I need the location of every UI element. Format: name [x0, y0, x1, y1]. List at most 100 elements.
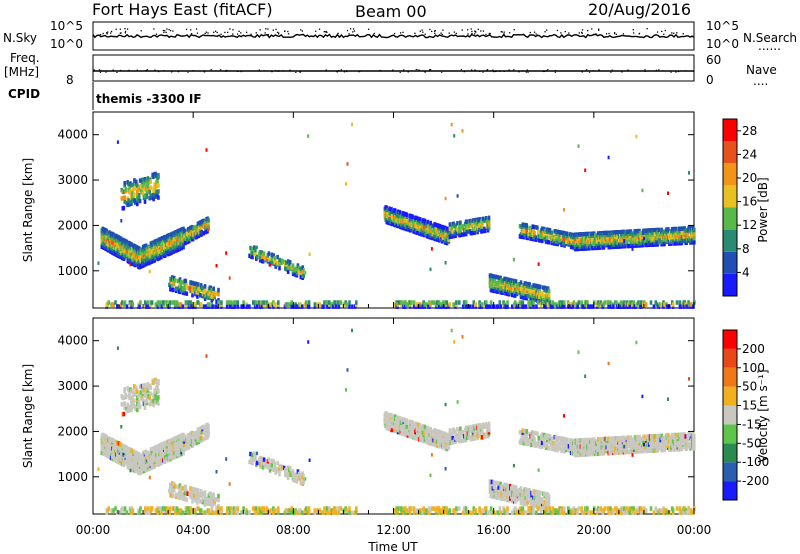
power-cell	[205, 148, 208, 152]
noise-search-dot	[593, 33, 595, 36]
power-cell	[129, 262, 132, 267]
power-cell	[266, 302, 269, 307]
velocity-cell	[396, 415, 400, 420]
nave-dot	[429, 69, 431, 71]
velocity-cell	[260, 456, 264, 462]
nave-dot	[554, 71, 557, 73]
noise-search-dot	[102, 32, 104, 35]
power-cell	[525, 223, 529, 228]
power-cell	[461, 304, 465, 309]
power-cell	[278, 257, 281, 263]
nave-dot	[340, 69, 342, 71]
power-cell	[138, 198, 142, 204]
power-cell	[261, 259, 265, 264]
velocity-cell	[141, 383, 145, 388]
power-cell	[246, 304, 249, 309]
velocity-cell	[297, 471, 301, 477]
power-cell	[398, 210, 402, 215]
velocity-cell	[293, 478, 297, 483]
noise-search-dot	[535, 33, 537, 35]
nave-dot	[598, 69, 600, 71]
power-cell	[640, 300, 643, 305]
velocity-cell	[133, 384, 136, 389]
noise-search-dot	[581, 32, 583, 34]
noise-search-dot	[204, 32, 206, 35]
nave-dot	[611, 69, 613, 71]
colorbar-tick-label: 24	[742, 147, 757, 161]
power-cell	[328, 300, 331, 305]
power-cell	[116, 304, 119, 309]
power-cell	[522, 304, 526, 309]
velocity-cell	[418, 423, 422, 428]
power-cell	[660, 227, 663, 233]
power-cell	[528, 288, 531, 293]
power-cell	[176, 302, 180, 307]
velocity-cell	[122, 411, 126, 417]
noise-search-dot	[240, 32, 242, 34]
velocity-cell	[196, 500, 199, 505]
power-cell	[131, 197, 134, 202]
velocity-cell	[136, 389, 139, 394]
noise-search-dot	[140, 30, 142, 32]
velocity-cell	[236, 506, 240, 511]
velocity-cell	[200, 435, 204, 441]
velocity-cell	[138, 510, 141, 515]
power-cell	[448, 222, 452, 227]
power-cell	[572, 300, 576, 305]
power-cell	[628, 304, 632, 309]
power-cell	[548, 228, 552, 233]
power-cell	[169, 300, 172, 305]
power-cell	[122, 205, 126, 211]
power-cell	[474, 302, 477, 307]
noise-search-dot	[352, 28, 355, 30]
power-cell	[130, 199, 133, 204]
power-cell	[313, 302, 317, 307]
power-cell	[133, 178, 136, 183]
nave-dot	[441, 71, 443, 73]
power-cell	[482, 216, 485, 222]
power-cell	[551, 300, 555, 305]
power-cell	[196, 294, 199, 299]
nave-dot	[343, 71, 346, 73]
noise-search-dot	[166, 28, 168, 30]
velocity-cell	[348, 506, 351, 511]
velocity-cell	[203, 494, 207, 499]
power-cell	[599, 243, 603, 248]
noise-search-dot	[503, 31, 505, 33]
nave-dot	[644, 69, 646, 71]
power-cell	[120, 219, 123, 223]
power-cell	[671, 302, 675, 307]
nave-dot	[237, 70, 239, 72]
velocity-cell	[232, 506, 236, 511]
nave-dot	[100, 70, 102, 72]
power-cell	[255, 304, 259, 309]
power-cell	[254, 251, 257, 257]
power-cell	[505, 277, 508, 282]
power-cell	[157, 183, 160, 188]
velocity-cell	[133, 398, 136, 403]
power-cell	[454, 223, 457, 228]
power-cell	[440, 230, 444, 236]
power-cell	[435, 226, 438, 232]
power-cell	[122, 189, 126, 194]
power-cell	[632, 300, 635, 305]
noise-search-dot	[196, 32, 199, 34]
velocity-cell	[291, 469, 295, 474]
noise-search-dot	[605, 33, 608, 35]
power-cell	[251, 246, 254, 252]
velocity-cell	[274, 466, 277, 471]
power-cell	[524, 304, 528, 309]
noise-search-dot	[544, 31, 546, 33]
noise-search-dot	[214, 30, 217, 32]
noise-search-dot	[315, 30, 317, 32]
noise-search-dot	[673, 32, 675, 34]
nave-dot	[546, 70, 548, 72]
power-data-cells	[97, 122, 696, 309]
noise-search-dot	[373, 32, 375, 35]
power-cell	[549, 304, 553, 309]
nave-dot	[379, 69, 381, 71]
power-cell	[506, 300, 509, 305]
nave-dot	[554, 70, 557, 72]
velocity-cell	[160, 510, 163, 515]
